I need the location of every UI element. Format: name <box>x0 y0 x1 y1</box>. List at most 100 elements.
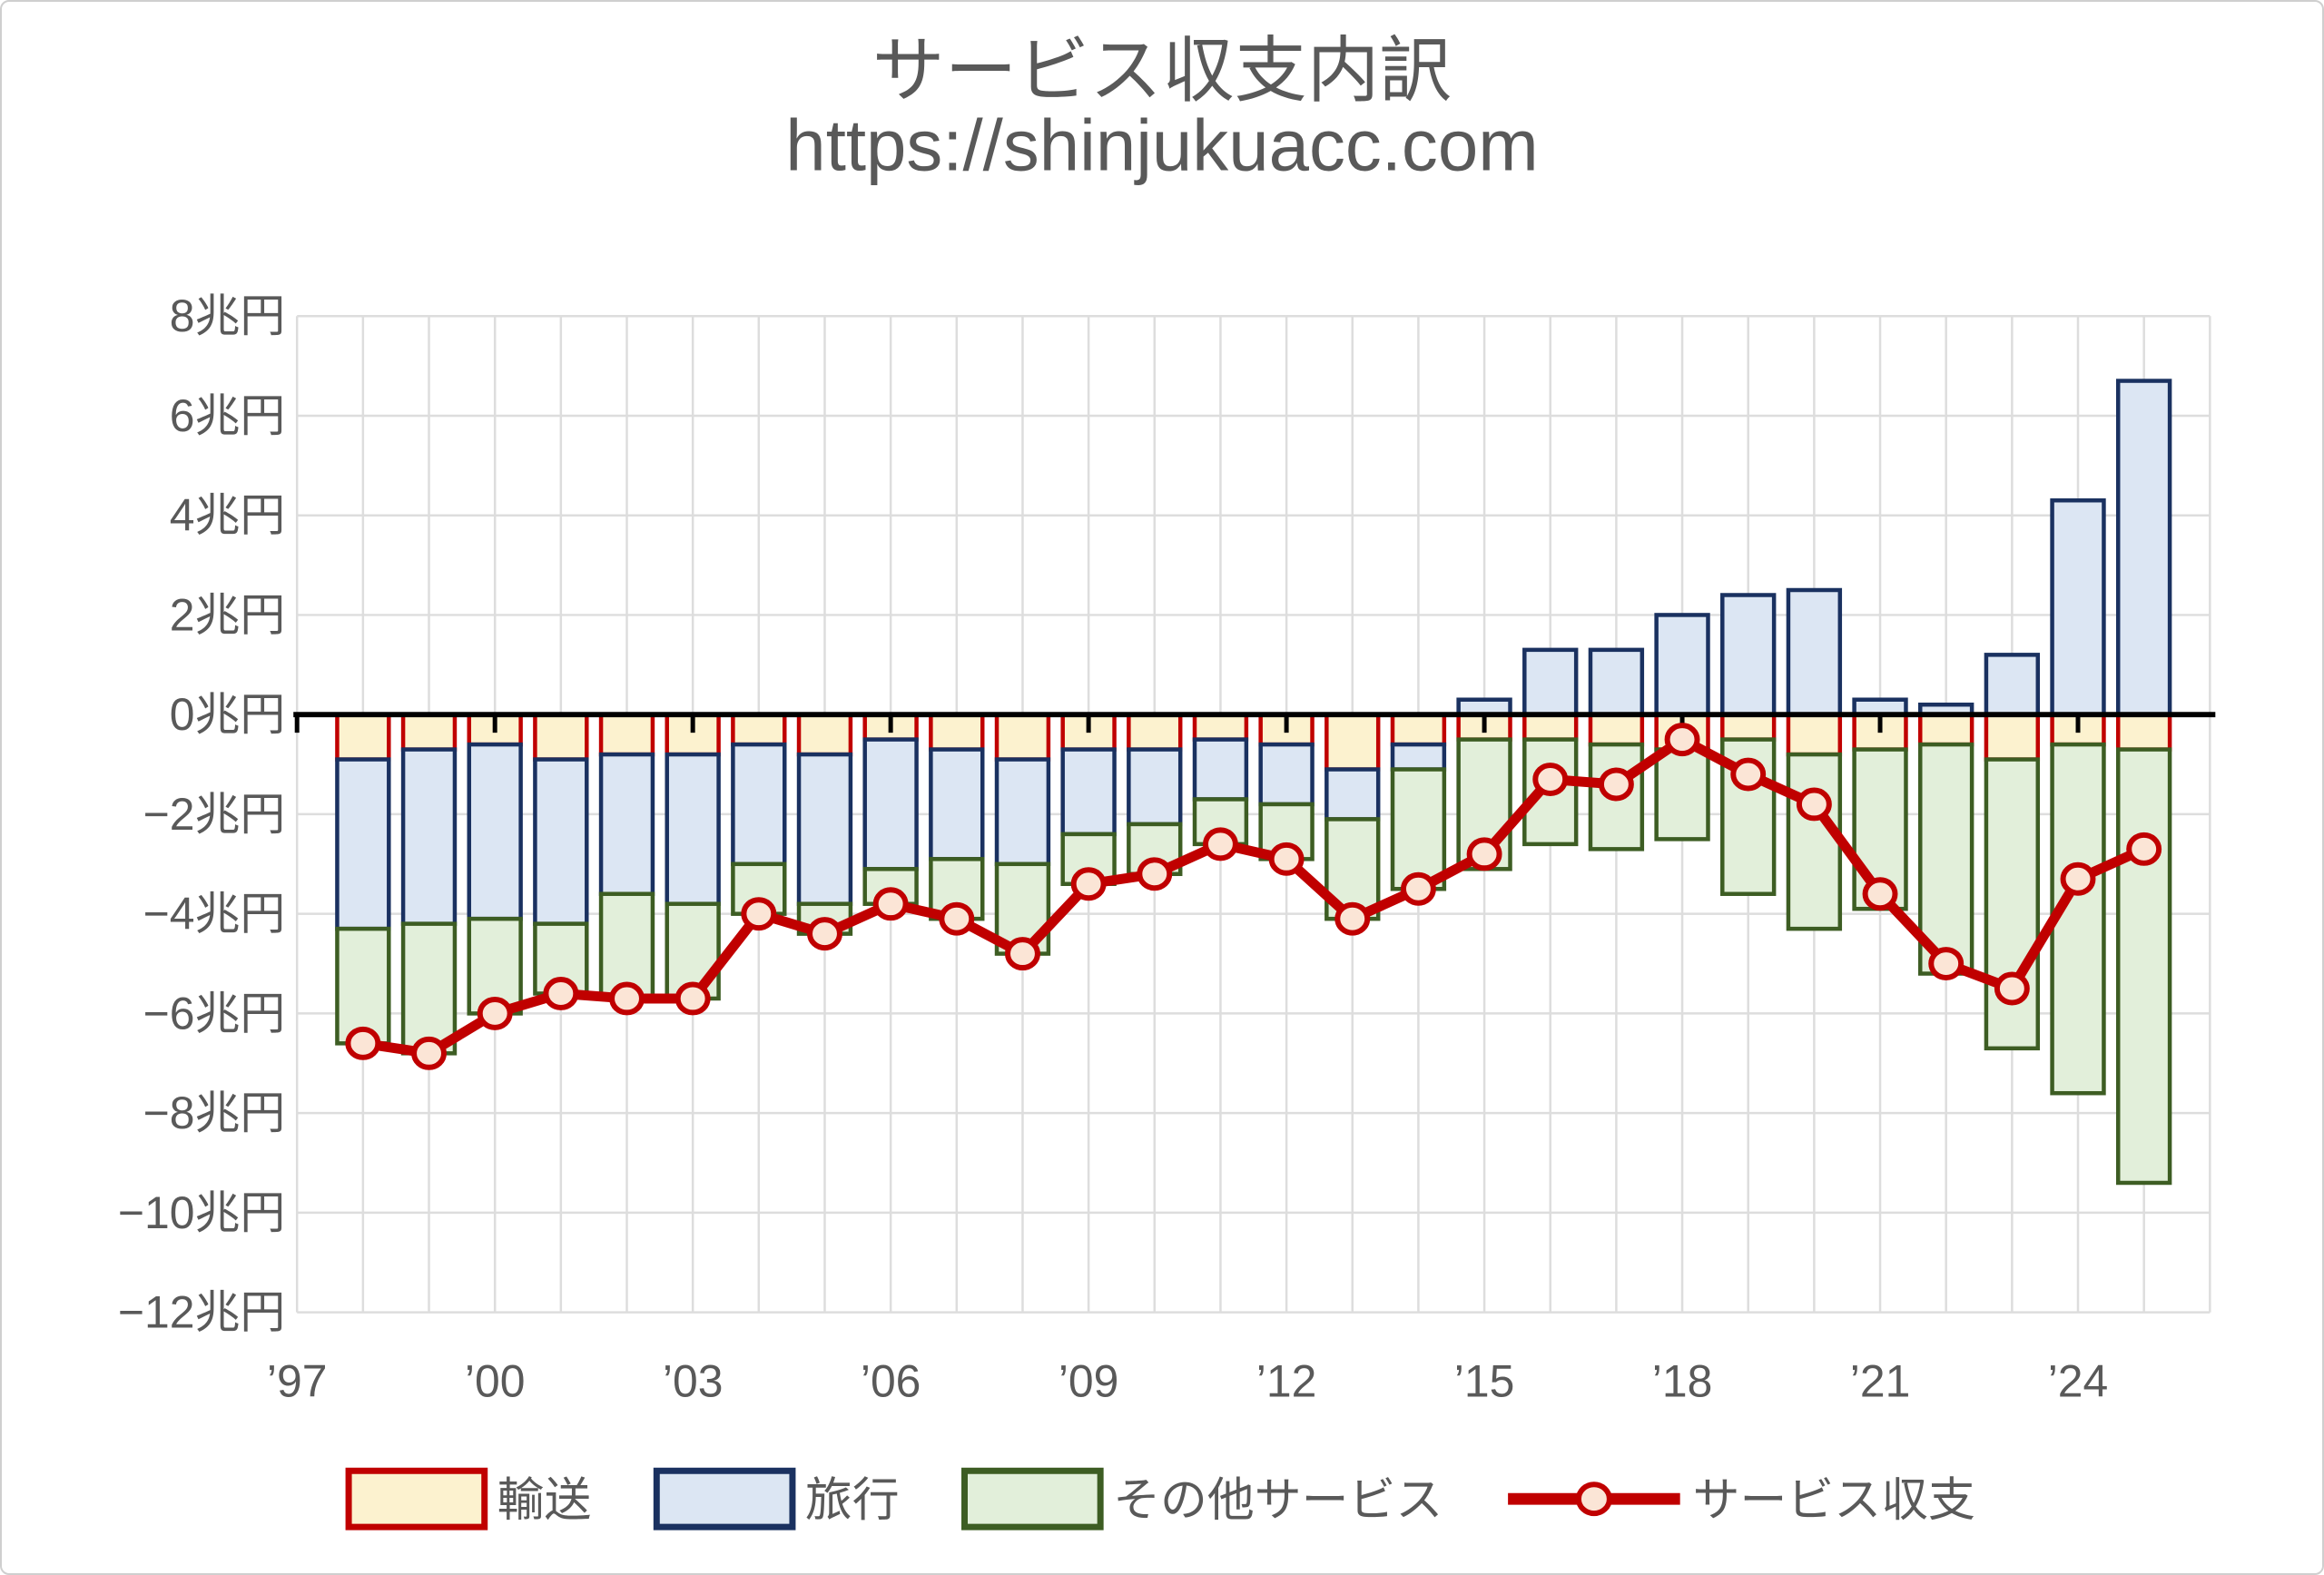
balance-marker <box>1466 837 1502 871</box>
balance-marker <box>939 901 975 936</box>
bar-segment <box>929 747 985 861</box>
legend-label-travel: 旅行 <box>805 1473 900 1526</box>
balance-marker <box>609 981 645 1016</box>
bar-segment <box>1918 712 1974 747</box>
bar-segment <box>1192 712 1249 742</box>
bar-segment <box>1390 767 1447 891</box>
bar-segment <box>2050 497 2106 717</box>
balance-marker <box>872 887 909 921</box>
x-axis-tick-label: ’24 <box>2048 1355 2109 1406</box>
chart-subtitle: https://shinjukuacc.com <box>785 105 1538 186</box>
bar-segment <box>2115 712 2172 752</box>
balance-marker <box>1334 901 1371 936</box>
balance-marker <box>1862 877 1898 911</box>
legend: 輸送 旅行 その他サービス サービス収支 <box>345 1467 1975 1531</box>
bar-segment <box>731 712 787 747</box>
bar-segment <box>467 742 523 921</box>
bar-segment <box>1390 712 1447 747</box>
x-axis-tick-label: ’21 <box>1850 1355 1911 1406</box>
bar-segment <box>400 921 458 1056</box>
bar-segment <box>1720 593 1777 717</box>
x-axis-tick-label: ’03 <box>663 1355 724 1406</box>
y-axis-tick-label: 8兆円 <box>170 290 286 341</box>
balance-marker-icon <box>1575 1481 1612 1517</box>
bar-segment <box>1786 712 1843 757</box>
y-axis-tick-label: 0兆円 <box>170 689 286 740</box>
bar-segment <box>994 757 1051 867</box>
y-axis-tick-label: −4兆円 <box>143 889 286 940</box>
bar-segment <box>400 712 458 752</box>
balance-marker <box>2126 832 2162 866</box>
bar-segment <box>1654 747 1710 842</box>
bar-segment <box>665 752 721 906</box>
balance-marker <box>807 917 842 951</box>
x-axis-tick-label: ’06 <box>861 1355 921 1406</box>
x-axis-tick-label: ’18 <box>1652 1355 1713 1406</box>
balance-marker <box>1070 867 1107 901</box>
y-axis-tick-label: −10兆円 <box>118 1187 285 1238</box>
bar-segment <box>796 752 853 906</box>
balance-marker <box>477 996 513 1030</box>
legend-label-transport: 輸送 <box>497 1473 592 1526</box>
bar-segment <box>533 712 589 762</box>
bar-segment <box>1060 747 1117 837</box>
travel-swatch-icon <box>653 1467 796 1531</box>
bar-segment <box>533 757 589 926</box>
bar-segment <box>1654 613 1710 717</box>
balance-marker <box>1664 723 1700 757</box>
bar-segment <box>1588 712 1645 747</box>
bar-segment <box>731 742 787 867</box>
balance-marker <box>1796 787 1832 822</box>
legend-label-balance: サービス収支 <box>1693 1473 1975 1526</box>
stacked-bars <box>335 379 2172 1186</box>
balance-marker <box>345 1026 381 1060</box>
bar-segment <box>1522 647 1579 717</box>
x-axis-tick-label: ’09 <box>1059 1355 1119 1406</box>
balance-marker <box>1202 827 1238 861</box>
y-axis-tick-label: 2兆円 <box>170 589 286 640</box>
y-axis-tick-label: −6兆円 <box>143 988 286 1039</box>
balance-marker <box>1994 971 2030 1006</box>
balance-line <box>358 734 2150 1058</box>
y-axis-tick-label: 4兆円 <box>170 490 286 541</box>
bar-segment <box>862 737 919 871</box>
bar-segment <box>1522 712 1579 742</box>
x-axis-tick-label: ’00 <box>465 1355 526 1406</box>
legend-item-transport: 輸送 <box>345 1467 592 1531</box>
balance-marker <box>675 981 711 1016</box>
balance-marker <box>1137 857 1173 891</box>
balance-line-series <box>345 723 2162 1070</box>
bar-segment <box>1984 712 2041 762</box>
bar-segment <box>1324 767 1381 822</box>
balance-marker <box>1268 842 1305 876</box>
balance-marker <box>543 977 579 1010</box>
balance-marker <box>1400 871 1436 906</box>
legend-item-travel: 旅行 <box>653 1467 900 1531</box>
y-axis-tick-label: −8兆円 <box>143 1088 286 1138</box>
transport-swatch-icon <box>345 1467 488 1531</box>
bar-segment <box>1984 757 2041 1051</box>
bar-segment <box>1192 797 1249 847</box>
bar-segment <box>1786 752 1843 931</box>
bar-segment <box>2115 379 2172 717</box>
bar-segment <box>1258 742 1315 807</box>
bar-segment <box>1127 712 1183 752</box>
x-axis-tick-label: ’12 <box>1256 1355 1317 1406</box>
bar-segment <box>335 712 391 762</box>
bar-segment <box>2115 747 2172 1186</box>
legend-label-other-services: その他サービス <box>1113 1473 1443 1526</box>
bar-segment <box>1324 712 1381 772</box>
chart-title: サービス収支内訳 <box>872 30 1452 111</box>
bar-segment <box>1127 747 1183 827</box>
x-axis-tick-label: ’15 <box>1454 1355 1515 1406</box>
balance-marker <box>1005 937 1040 971</box>
bar-segment <box>1720 712 1777 742</box>
other-services-swatch-icon <box>961 1467 1104 1531</box>
balance-marker <box>411 1036 447 1070</box>
y-axis-tick-label: −12兆円 <box>118 1287 285 1338</box>
x-axis-tick-label: ’97 <box>267 1355 328 1406</box>
bar-segment <box>929 712 985 752</box>
y-axis-tick-label: −2兆円 <box>143 789 286 840</box>
